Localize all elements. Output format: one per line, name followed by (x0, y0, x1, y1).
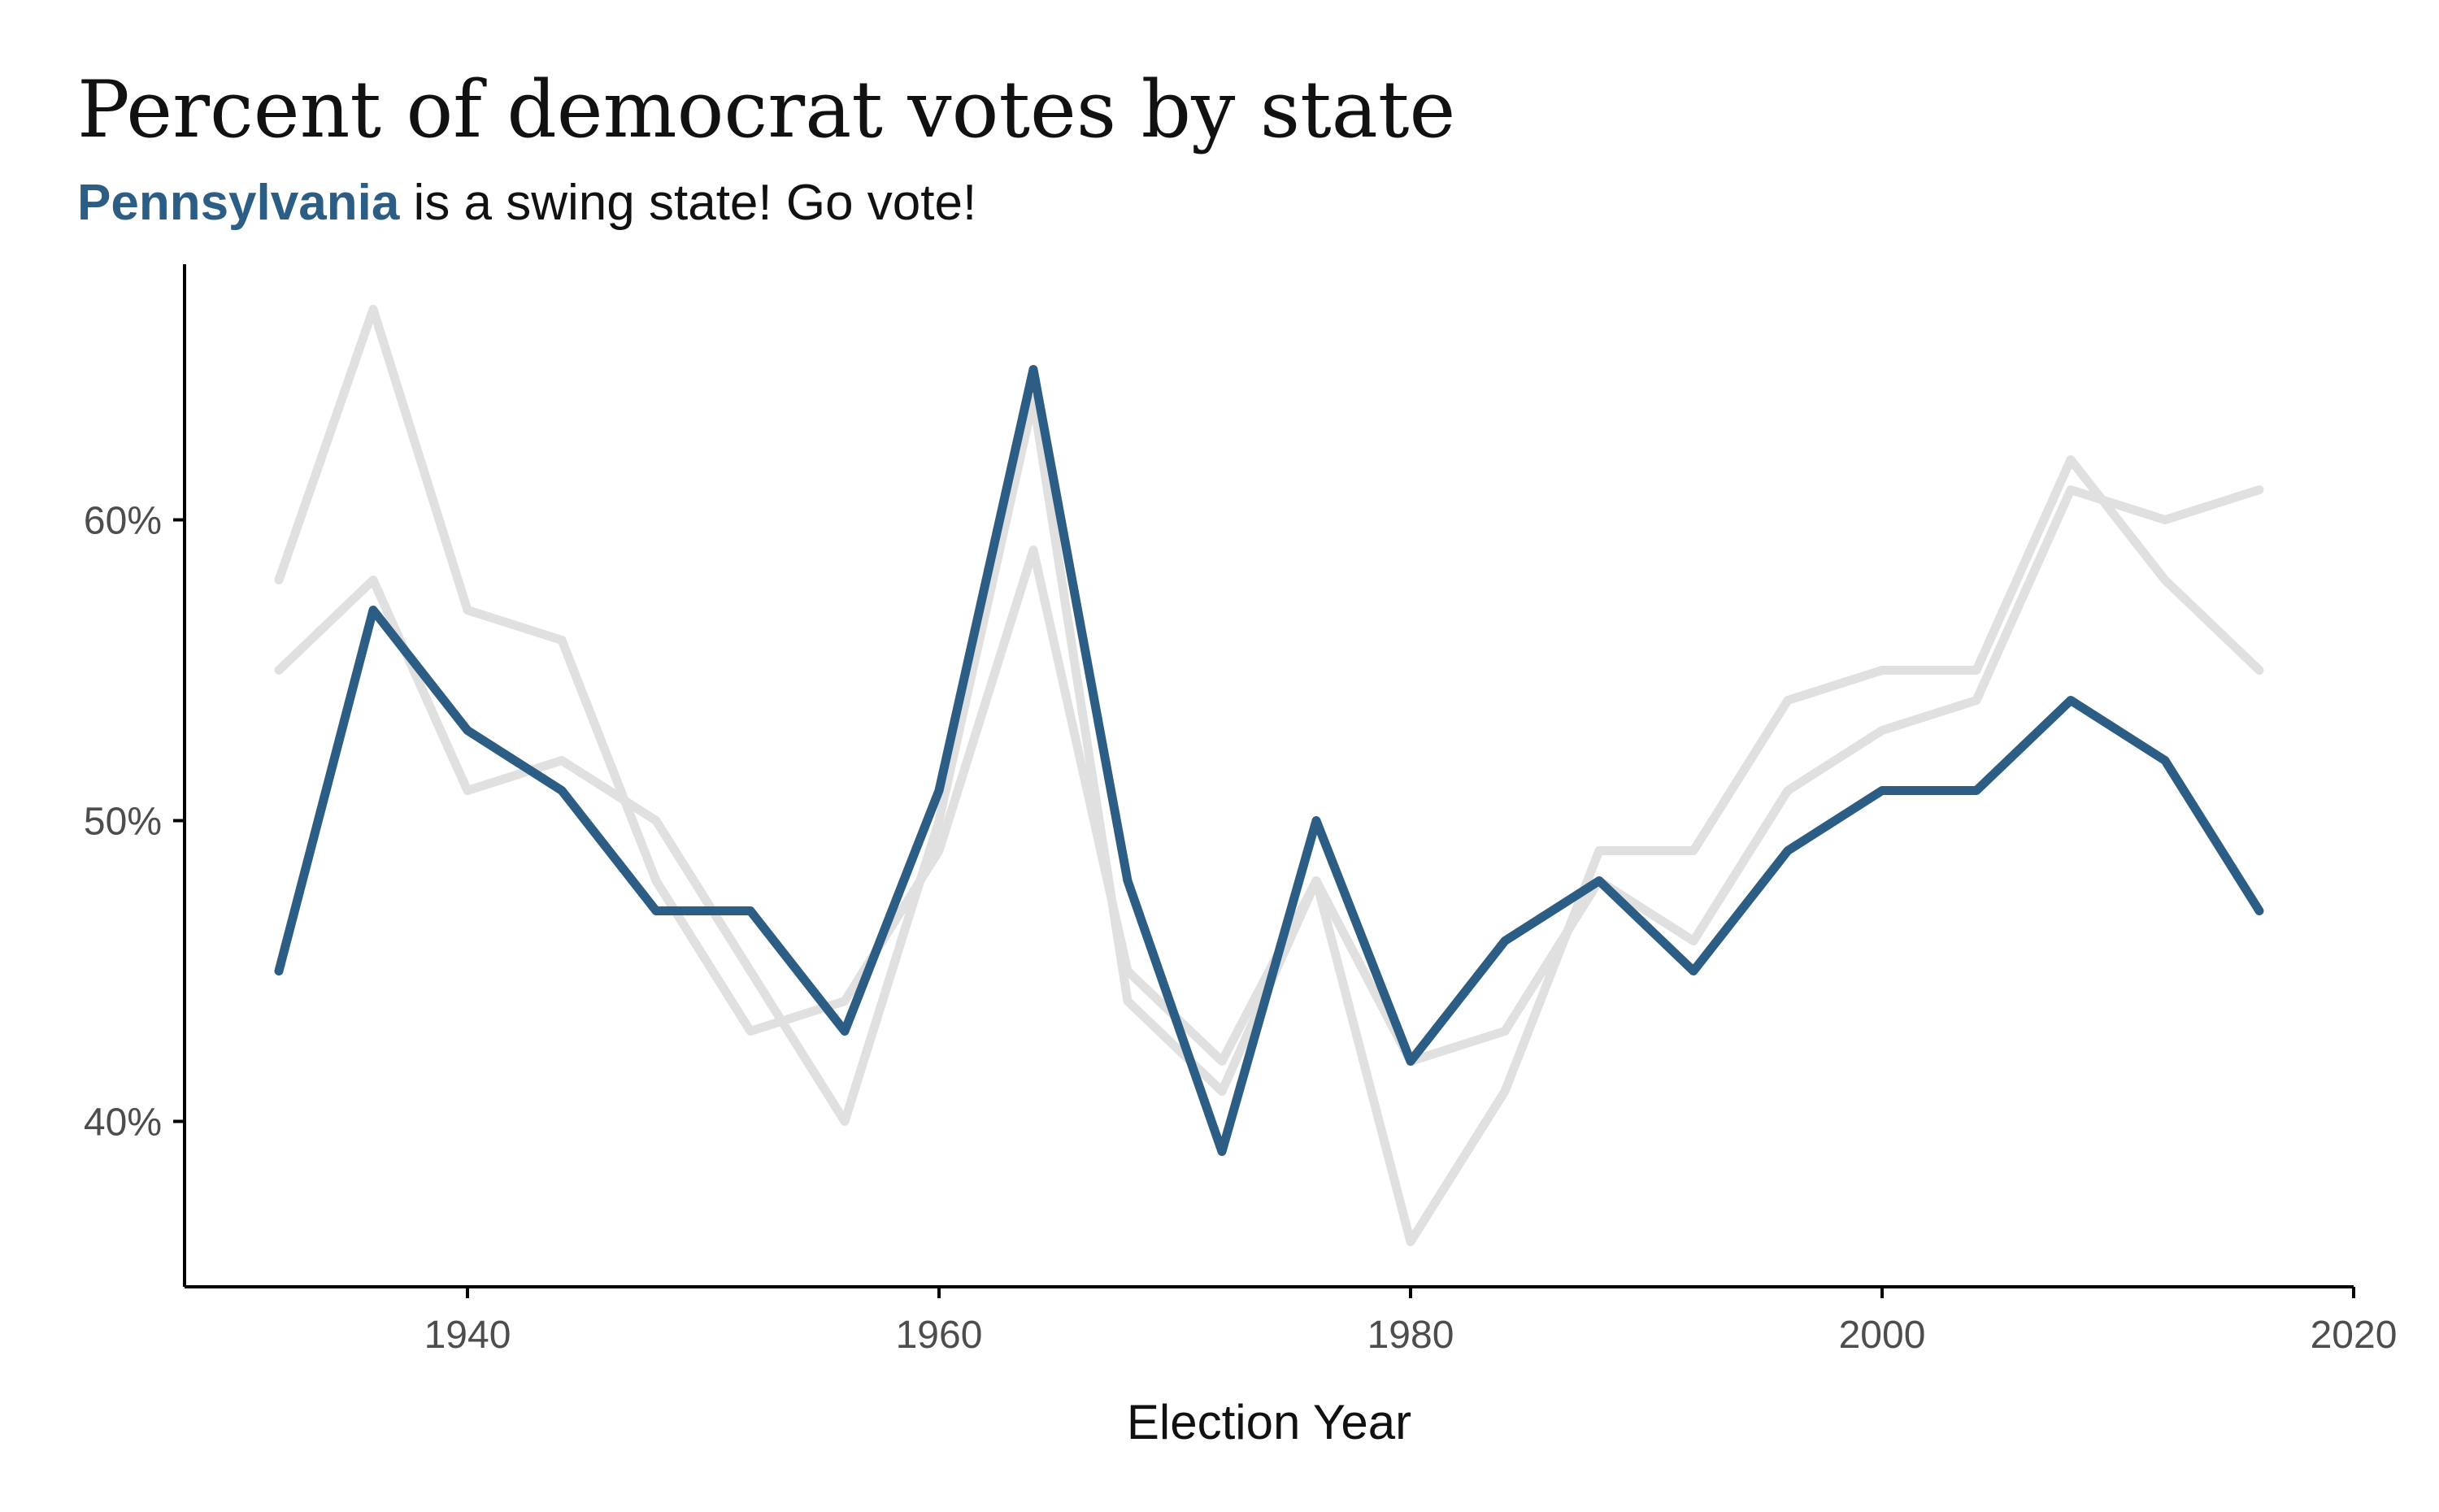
subtitle-rest: is a swing state! Go vote! (399, 175, 976, 231)
y-tick-label: 40% (84, 1101, 162, 1145)
series-group (274, 305, 2264, 1246)
x-tick-label: 2020 (2311, 1314, 2398, 1357)
x-tick-label: 2000 (1839, 1314, 1926, 1357)
series-line-0 (274, 305, 2264, 1066)
x-axis-title: Election Year (1127, 1395, 1411, 1449)
x-tick-label: 1940 (424, 1314, 511, 1357)
chart-title: Percent of democrat votes by state (77, 64, 1455, 155)
y-tick-label: 50% (84, 801, 162, 844)
y-axis-ticks: 40% 50% 60% (84, 500, 185, 1145)
x-tick-label: 1960 (896, 1314, 983, 1357)
x-tick-label: 1980 (1367, 1314, 1454, 1357)
series-line-1 (274, 395, 2264, 1246)
y-tick-label: 60% (84, 500, 162, 543)
subtitle-highlight: Pennsylvania (77, 175, 400, 231)
series-line-highlighted (274, 365, 2264, 1156)
x-axis-ticks: 1940 1960 1980 2000 2020 (424, 1287, 2398, 1357)
chart-subtitle: Pennsylvania is a swing state! Go vote! (77, 175, 976, 231)
